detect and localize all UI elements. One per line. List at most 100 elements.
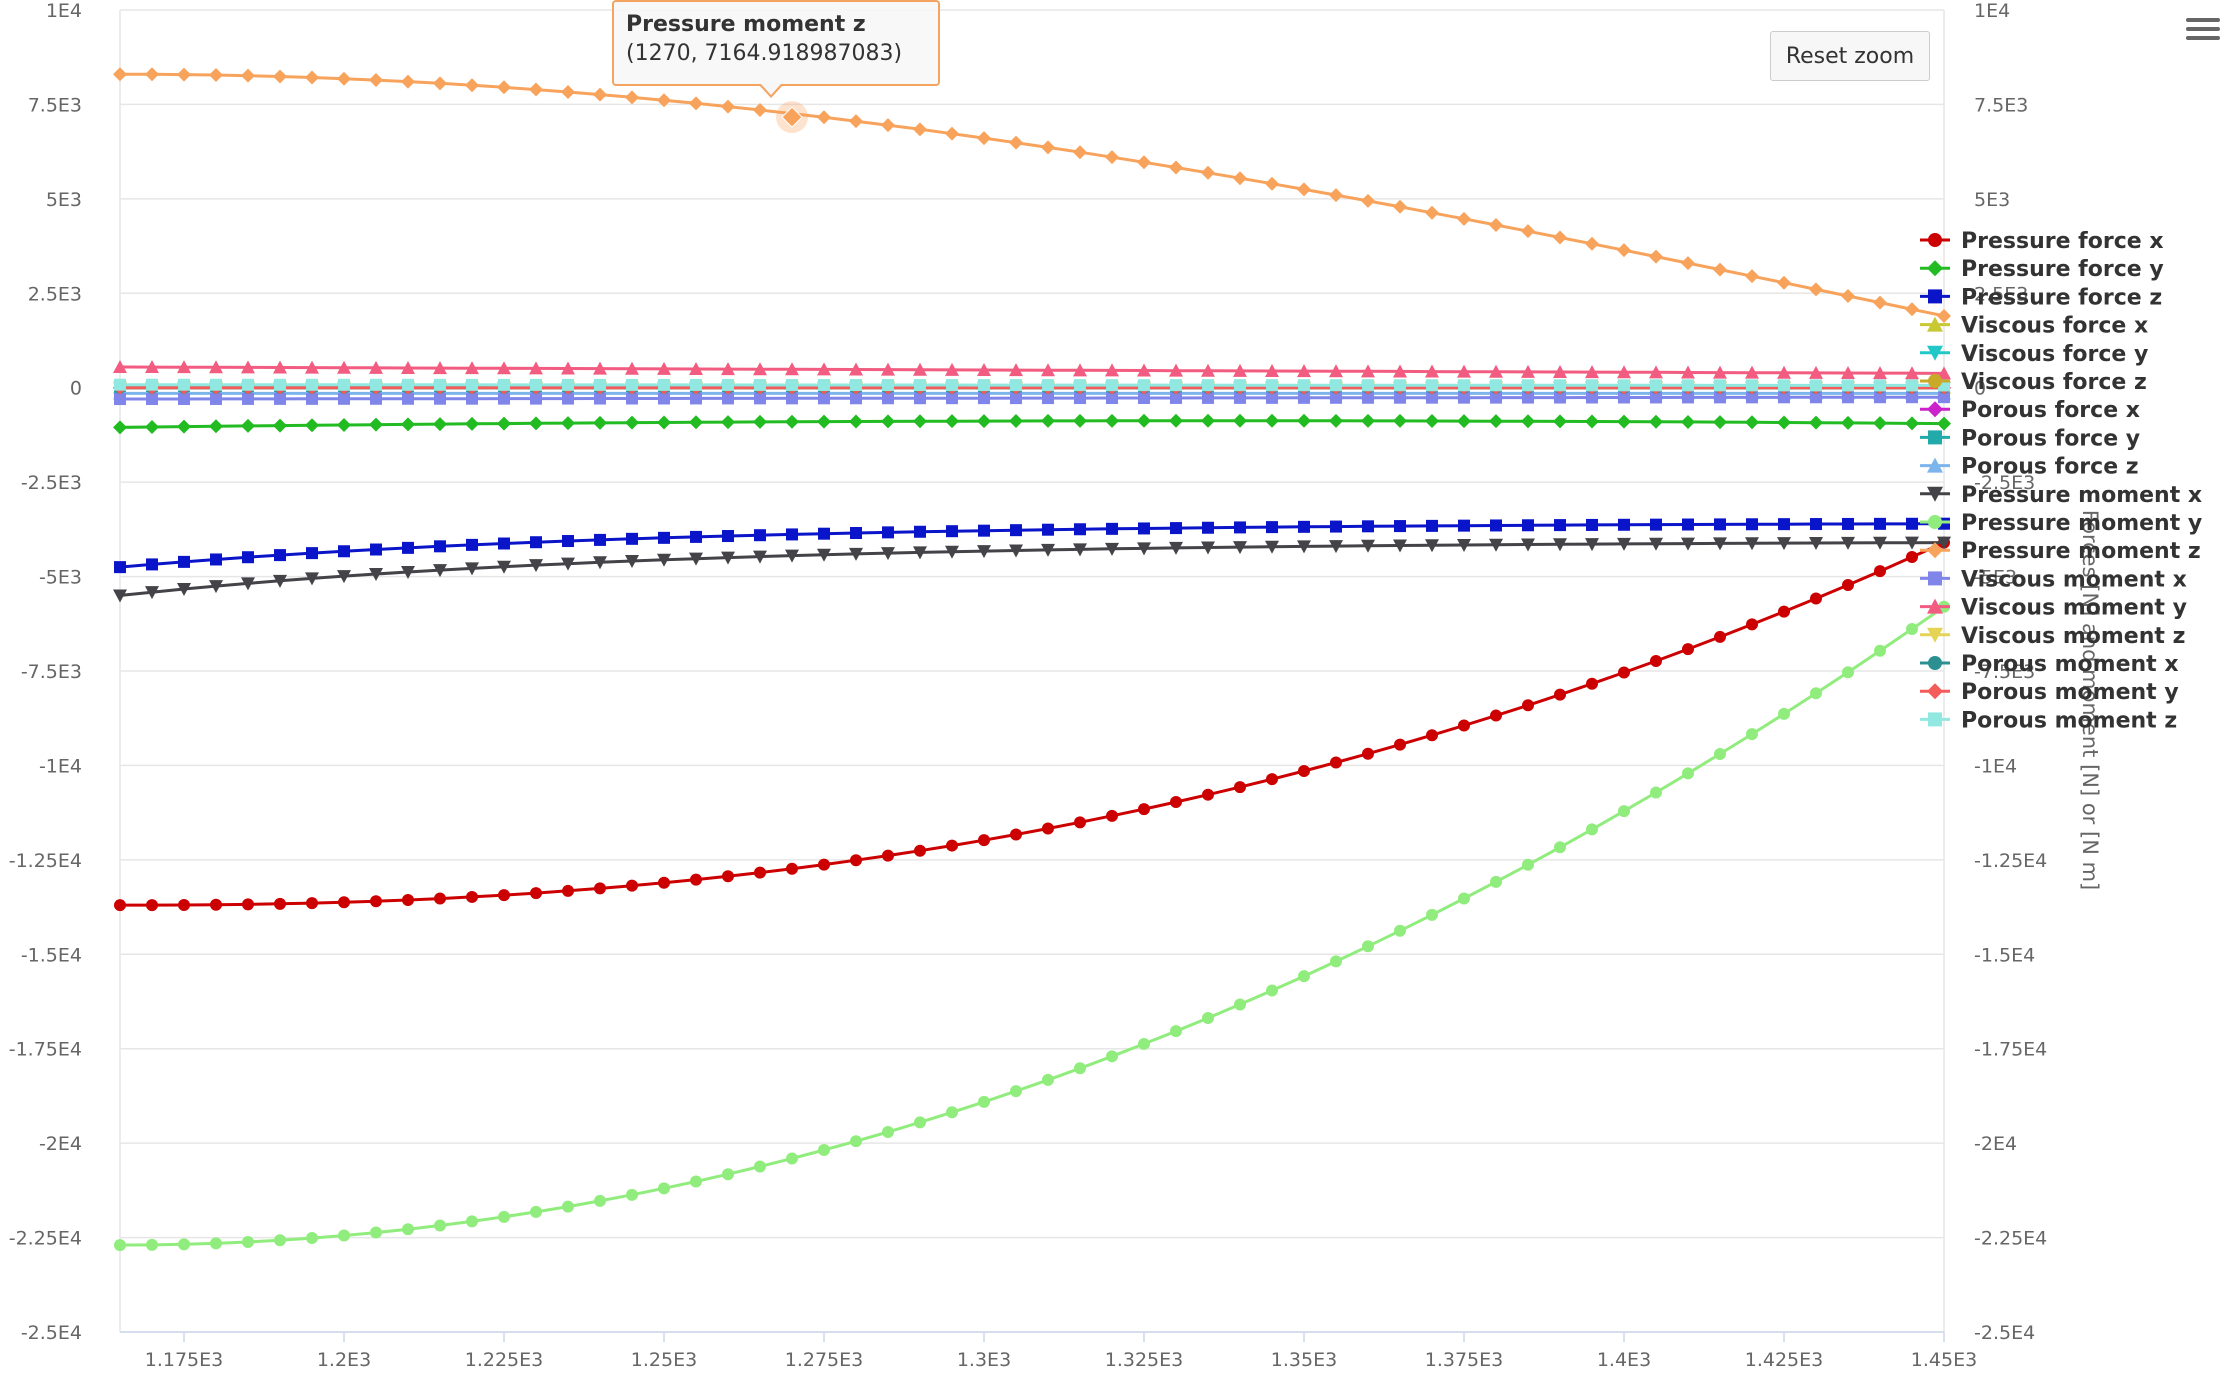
data-point[interactable]	[1362, 520, 1374, 533]
data-point[interactable]	[1842, 578, 1854, 591]
data-point[interactable]	[1042, 392, 1054, 405]
data-point[interactable]	[786, 392, 798, 405]
data-point[interactable]	[177, 67, 191, 82]
data-point[interactable]	[497, 416, 511, 431]
data-point[interactable]	[1009, 135, 1023, 150]
data-point[interactable]	[1585, 414, 1599, 429]
data-point[interactable]	[946, 1106, 958, 1119]
data-point[interactable]	[626, 1188, 638, 1201]
data-point[interactable]	[881, 547, 895, 561]
legend-item[interactable]: Pressure moment z	[1920, 539, 2201, 564]
data-point[interactable]	[1298, 520, 1310, 533]
data-point[interactable]	[1329, 540, 1343, 554]
data-point[interactable]	[433, 564, 447, 578]
data-point[interactable]	[1649, 537, 1663, 551]
data-point[interactable]	[1650, 391, 1662, 404]
data-point[interactable]	[689, 361, 703, 375]
data-point[interactable]	[658, 1182, 670, 1195]
data-point[interactable]	[977, 362, 991, 376]
data-point[interactable]	[338, 392, 350, 405]
data-point[interactable]	[1329, 413, 1343, 428]
data-point[interactable]	[402, 392, 414, 405]
data-point[interactable]	[849, 114, 863, 129]
data-point[interactable]	[1906, 551, 1918, 564]
data-point[interactable]	[658, 531, 670, 544]
data-point[interactable]	[1617, 414, 1631, 429]
data-point[interactable]	[562, 884, 574, 897]
data-point[interactable]	[785, 549, 799, 563]
data-point[interactable]	[1490, 875, 1502, 888]
data-point[interactable]	[402, 541, 414, 554]
data-point[interactable]	[1105, 363, 1119, 377]
data-point[interactable]	[1937, 366, 1951, 380]
legend-item[interactable]: Pressure force z	[1920, 285, 2162, 310]
data-point[interactable]	[1489, 538, 1503, 552]
data-point[interactable]	[1010, 392, 1022, 405]
data-point[interactable]	[1842, 391, 1854, 404]
data-point[interactable]	[1266, 773, 1278, 786]
data-point[interactable]	[242, 898, 254, 911]
data-point[interactable]	[1649, 249, 1663, 264]
data-point[interactable]	[434, 892, 446, 905]
data-point[interactable]	[1138, 379, 1150, 392]
data-point[interactable]	[1362, 940, 1374, 953]
data-point[interactable]	[754, 866, 766, 879]
data-point[interactable]	[1553, 414, 1567, 429]
data-point[interactable]	[370, 378, 382, 391]
data-point[interactable]	[1426, 379, 1438, 392]
data-point[interactable]	[754, 529, 766, 542]
data-point[interactable]	[1490, 519, 1502, 532]
data-point[interactable]	[561, 416, 575, 431]
data-point[interactable]	[1394, 379, 1406, 392]
data-point[interactable]	[1586, 518, 1598, 531]
legend-item[interactable]: Pressure force x	[1920, 229, 2164, 254]
data-point[interactable]	[433, 76, 447, 91]
data-point[interactable]	[402, 893, 414, 906]
data-point[interactable]	[1650, 379, 1662, 392]
data-point[interactable]	[721, 99, 735, 114]
data-point[interactable]	[1361, 539, 1375, 553]
data-point[interactable]	[1458, 519, 1470, 532]
data-point[interactable]	[1521, 364, 1535, 378]
data-point[interactable]	[945, 362, 959, 376]
data-point[interactable]	[658, 876, 670, 889]
data-point[interactable]	[306, 547, 318, 560]
data-point[interactable]	[913, 546, 927, 560]
data-point[interactable]	[1778, 707, 1790, 720]
data-point[interactable]	[402, 378, 414, 391]
data-point[interactable]	[370, 1226, 382, 1239]
data-point[interactable]	[1394, 924, 1406, 937]
data-point[interactable]	[561, 557, 575, 571]
data-point[interactable]	[1618, 518, 1630, 531]
data-point[interactable]	[1330, 955, 1342, 968]
data-point[interactable]	[1489, 217, 1503, 232]
data-point[interactable]	[625, 361, 639, 375]
data-point[interactable]	[657, 93, 671, 108]
data-point[interactable]	[306, 392, 318, 405]
legend-item[interactable]: Viscous moment z	[1920, 624, 2185, 649]
data-point[interactable]	[466, 378, 478, 391]
data-point[interactable]	[1137, 155, 1151, 170]
data-point[interactable]	[978, 1095, 990, 1108]
data-point[interactable]	[530, 887, 542, 900]
data-point[interactable]	[1169, 363, 1183, 377]
data-point[interactable]	[1265, 176, 1279, 191]
data-point[interactable]	[1394, 391, 1406, 404]
data-point[interactable]	[242, 1235, 254, 1248]
data-point[interactable]	[1713, 537, 1727, 551]
data-point[interactable]	[466, 1215, 478, 1228]
data-point[interactable]	[337, 570, 351, 584]
data-point[interactable]	[1426, 908, 1438, 921]
data-point[interactable]	[1202, 521, 1214, 534]
data-point[interactable]	[210, 392, 222, 405]
data-point[interactable]	[1585, 236, 1599, 251]
data-point[interactable]	[1809, 537, 1823, 551]
data-point[interactable]	[754, 392, 766, 405]
data-point[interactable]	[338, 545, 350, 558]
data-point[interactable]	[1586, 379, 1598, 392]
data-point[interactable]	[1393, 413, 1407, 428]
data-point[interactable]	[1841, 536, 1855, 550]
data-point[interactable]	[1009, 544, 1023, 558]
data-point[interactable]	[1458, 379, 1470, 392]
data-point[interactable]	[1745, 365, 1759, 379]
